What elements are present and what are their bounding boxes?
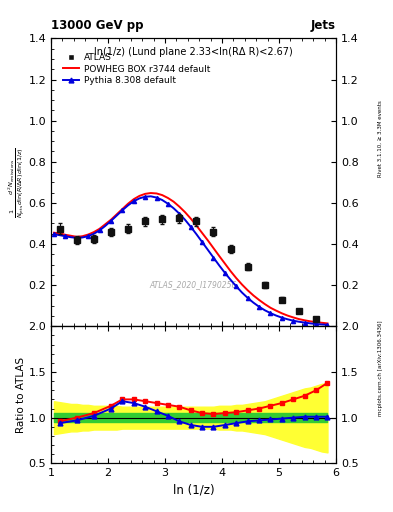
Text: ln(1/z) (Lund plane 2.33<ln(RΔ R)<2.67): ln(1/z) (Lund plane 2.33<ln(RΔ R)<2.67) xyxy=(94,47,293,57)
Y-axis label: Ratio to ATLAS: Ratio to ATLAS xyxy=(16,357,26,433)
Legend: ATLAS, POWHEG BOX r3744 default, Pythia 8.308 default: ATLAS, POWHEG BOX r3744 default, Pythia … xyxy=(61,52,212,87)
Text: ATLAS_2020_I1790256: ATLAS_2020_I1790256 xyxy=(150,280,237,289)
Text: 13000 GeV pp: 13000 GeV pp xyxy=(51,19,143,32)
Y-axis label: $\frac{1}{N_\mathrm{jets}}\frac{d^2 N_\mathrm{emissions}}{d\ln (R/\Delta R)\,d\l: $\frac{1}{N_\mathrm{jets}}\frac{d^2 N_\m… xyxy=(6,147,27,218)
X-axis label: ln (1/z): ln (1/z) xyxy=(173,484,214,497)
Text: Rivet 3.1.10, ≥ 3.3M events: Rivet 3.1.10, ≥ 3.3M events xyxy=(378,100,383,177)
Text: mcplots.cern.ch [arXiv:1306.3436]: mcplots.cern.ch [arXiv:1306.3436] xyxy=(378,321,383,416)
Text: Jets: Jets xyxy=(311,19,336,32)
